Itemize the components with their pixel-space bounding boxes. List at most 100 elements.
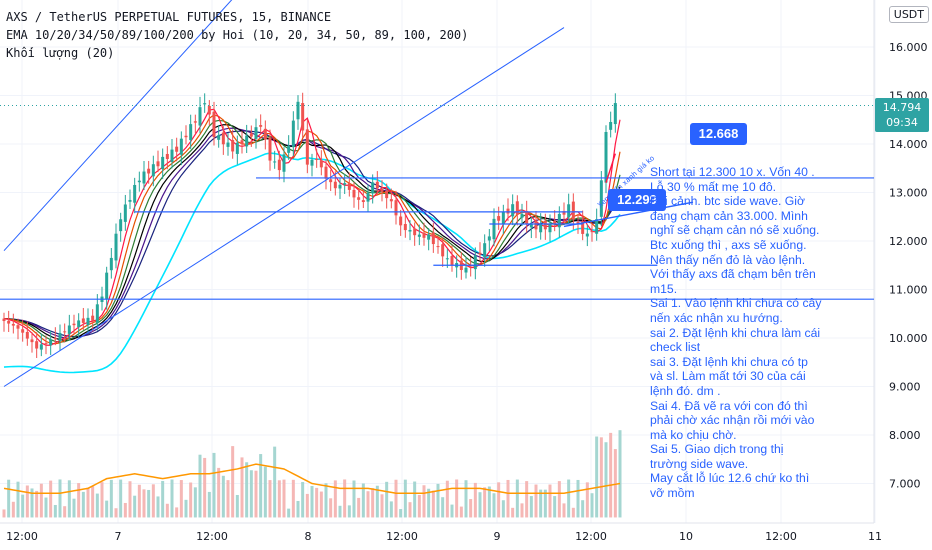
price-tick-label: 12.000 [889,235,928,248]
volume-bar [119,479,123,518]
entry-price-label[interactable]: 12.299 [608,189,666,211]
volume-bar [525,481,529,518]
volume-bar [548,484,552,518]
candle-body [53,337,57,340]
volume-bar [604,442,608,518]
volume-bar [128,481,132,518]
candle-body [263,128,267,140]
volume-bar [53,504,57,518]
volume-bar [282,479,286,518]
volume-bar [21,494,25,518]
candle-body [2,318,6,322]
volume-bar [361,483,365,518]
volume-legend: Khối lượng (20) [6,46,115,60]
candle-body [245,135,249,147]
volume-bar [81,491,85,518]
red-arrow-line [605,153,616,184]
volume-bar [151,484,155,518]
volume-bar [217,467,221,518]
candle-body [203,103,207,105]
volume-bar [268,480,272,518]
candle-body [450,256,454,266]
candle-body [553,220,557,225]
volume-bar [571,507,575,518]
volume-bar [30,488,34,518]
candle-body [273,161,277,163]
target-price-label[interactable]: 12.668 [690,123,747,145]
volume-bar [123,502,127,518]
candle-body [217,135,221,140]
volume-bar [287,508,291,518]
candle-body [95,304,99,323]
trade-note-text[interactable]: Short tại 12.300 10 x. Vốn 40 . Lỗ 30 % … [650,165,822,501]
candle-body [114,233,118,261]
candle-body [389,199,393,202]
volume-bar [567,479,571,518]
volume-bar [315,487,319,518]
volume-bar [235,494,239,518]
target-arrow-line [563,201,694,228]
price-tick-label: 9.000 [889,381,921,394]
candle-body [105,272,109,299]
candle-body [515,201,519,215]
volume-bar [39,483,43,518]
volume-ma-line [3,463,621,494]
volume-bar [179,480,183,518]
volume-bar [329,498,333,518]
volume-bar [189,482,193,518]
price-tick-label: 8.000 [889,429,921,442]
volume-bar [259,454,263,518]
currency-button[interactable]: USDT [888,6,929,23]
candle-body [30,339,34,343]
volume-bar [371,488,375,518]
time-tick-label: 12:00 [6,530,38,543]
candle-body [231,140,235,152]
volume-bar [105,500,109,518]
volume-bar [613,449,617,518]
volume-bar [319,491,323,518]
volume-bar [427,488,431,518]
candle-body [581,221,585,234]
volume-bar [240,457,244,518]
volume-bar [581,500,585,518]
volume-bar [212,452,216,518]
volume-bar [497,482,501,518]
candle-body [585,233,589,237]
candle-body [277,159,281,171]
candle-body [562,211,566,215]
volume-bar [483,487,487,518]
symbol-legend: AXS / TetherUS PERPETUAL FUTURES, 15, BI… [6,10,332,24]
volume-bar [590,493,594,518]
candle-body [375,181,379,189]
candle-body [613,103,617,125]
volume-bar [7,479,11,518]
volume-bar [515,479,519,518]
volume-bar [618,430,622,518]
volume-bar [137,484,141,518]
candle-body [212,111,216,138]
candle-body [109,257,113,271]
price-tick-label: 16.000 [889,41,928,54]
candle-body [604,131,608,183]
volume-bar [417,494,421,518]
price-tick-label: 11.000 [889,284,928,297]
volume-bar [203,457,207,518]
candle-body [487,236,491,241]
candle-body [371,182,375,194]
candle-body [357,197,361,200]
volume-bar [184,499,188,518]
candle-body [259,125,263,127]
candle-body [324,166,328,179]
candle-body [151,164,155,177]
volume-bar [347,505,351,518]
volume-bar [44,497,48,518]
candle-body [403,223,407,231]
candle-body [67,325,71,334]
candle-body [133,184,137,203]
last-price-value: 14.794 [882,101,922,114]
candle-body [147,168,151,174]
volume-bar [245,462,249,518]
volume-bar [193,487,197,518]
candle-body [408,229,412,232]
